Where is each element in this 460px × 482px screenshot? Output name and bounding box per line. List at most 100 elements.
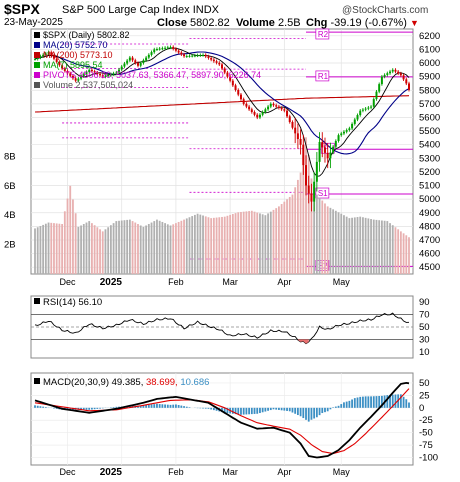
rsi-tick-label: 70	[419, 310, 430, 321]
volume-bar	[340, 213, 343, 274]
macd-histogram-bar	[156, 403, 158, 408]
x-tick-label: May	[333, 467, 351, 477]
macd-histogram-bar	[183, 406, 185, 408]
candle-body	[212, 59, 215, 62]
pivot-label-box	[315, 70, 330, 82]
x-tick-label: Mar	[222, 467, 238, 477]
volume-bar	[253, 211, 256, 274]
candle-body	[71, 75, 74, 79]
price-tick-label: 4500	[419, 262, 440, 273]
pivot-label-box	[315, 28, 330, 40]
volume-bar	[375, 219, 378, 274]
legend-swatch	[34, 42, 40, 48]
macd-histogram-bar	[337, 405, 340, 408]
legend-entry: PIVOTS 4506.20, 5037.63, 5366.47, 5897.9…	[43, 70, 261, 80]
macd-histogram-bar	[172, 404, 175, 408]
candle-body	[61, 65, 64, 69]
candle-body	[353, 119, 356, 124]
volume-bar	[256, 212, 259, 274]
macd-histogram-bar	[39, 406, 42, 408]
candle-body	[386, 73, 389, 75]
close-value: 5802.82	[190, 17, 230, 29]
volume-bar	[58, 223, 61, 274]
volume-bar	[109, 225, 112, 274]
macd-histogram-bar	[408, 402, 410, 408]
candle-body	[177, 50, 180, 53]
candle-body	[101, 75, 104, 77]
legend-entry: MA(200) 5773.10	[43, 50, 113, 60]
volume-bar	[248, 211, 251, 274]
macd-histogram-bar	[237, 407, 240, 415]
macd-histogram-bar	[231, 407, 234, 414]
macd-frame	[30, 372, 414, 466]
macd-histogram-bar	[378, 396, 381, 408]
volume-bar	[283, 201, 286, 274]
down-arrow-icon: ▼	[409, 18, 419, 28]
candle-body	[399, 73, 402, 76]
volume-bar	[107, 227, 110, 274]
volume-bar	[242, 211, 245, 274]
volume-bar	[101, 231, 104, 274]
volume-tick-label: 6B	[4, 181, 16, 192]
candle-body	[389, 71, 392, 74]
candle-body	[280, 107, 283, 110]
volume-bar	[115, 221, 118, 274]
candle-body	[107, 75, 110, 77]
volume-bar	[82, 224, 85, 274]
macd-histogram-bar	[93, 407, 96, 410]
candle-body	[408, 83, 410, 90]
volume-tick-label: 4B	[4, 210, 16, 221]
macd-histogram-bar	[402, 396, 405, 408]
macd-histogram-bar	[329, 407, 332, 410]
macd-tick-label: -100	[419, 453, 438, 464]
volume-bar	[199, 214, 202, 274]
candle-body	[405, 79, 408, 84]
price-tick-label: 4700	[419, 235, 440, 246]
candle-body	[275, 105, 278, 107]
volume-bar	[288, 196, 291, 274]
macd-histogram-bar	[99, 407, 101, 409]
price-tick-label: 6100	[419, 44, 440, 55]
candle-body	[185, 56, 188, 58]
candle-body	[123, 63, 126, 67]
candle-body	[277, 106, 280, 108]
volume-bar	[280, 204, 283, 274]
candle-body	[237, 89, 240, 95]
x-tick-label: Feb	[168, 467, 184, 477]
price-tick-label: 5700	[419, 99, 440, 110]
volume-bar	[313, 186, 316, 274]
candle-body	[372, 99, 375, 107]
volume-bar	[120, 220, 123, 274]
candle-body	[145, 57, 148, 61]
candle-body	[370, 106, 373, 108]
volume-bar	[191, 216, 194, 274]
pivot-label-box	[315, 187, 330, 199]
candle-body	[323, 147, 326, 153]
volume-bar	[359, 216, 362, 274]
instrument-title: S&P 500 Large Cap Index	[62, 4, 190, 16]
volume-bar	[370, 219, 372, 274]
candle-body	[193, 55, 196, 57]
candle-body	[288, 116, 291, 123]
candle-body	[85, 72, 88, 75]
volume-readout: Volume 2.5B	[236, 17, 301, 29]
macd-histogram-bar	[42, 406, 45, 408]
volume-bar	[380, 220, 383, 274]
price-tick-label: 5800	[419, 85, 440, 96]
macd-histogram-bar	[36, 405, 39, 408]
macd-histogram-bar	[272, 407, 275, 410]
rsi-tick-label: 90	[419, 297, 430, 308]
x-tick-label: Apr	[277, 467, 291, 477]
volume-bar	[310, 178, 313, 274]
volume-bar	[202, 215, 204, 274]
volume-bar	[93, 225, 96, 274]
candle-body	[329, 152, 332, 159]
macd-histogram-bar	[367, 396, 370, 408]
candle-body	[258, 114, 261, 118]
macd-histogram-bar	[245, 407, 248, 415]
volume-bar	[221, 216, 223, 274]
macd-histogram-bar	[88, 407, 91, 410]
change-value: -39.19 (-0.67%)	[330, 17, 407, 29]
macd-histogram-bar	[269, 407, 272, 411]
candle-body	[253, 112, 256, 115]
